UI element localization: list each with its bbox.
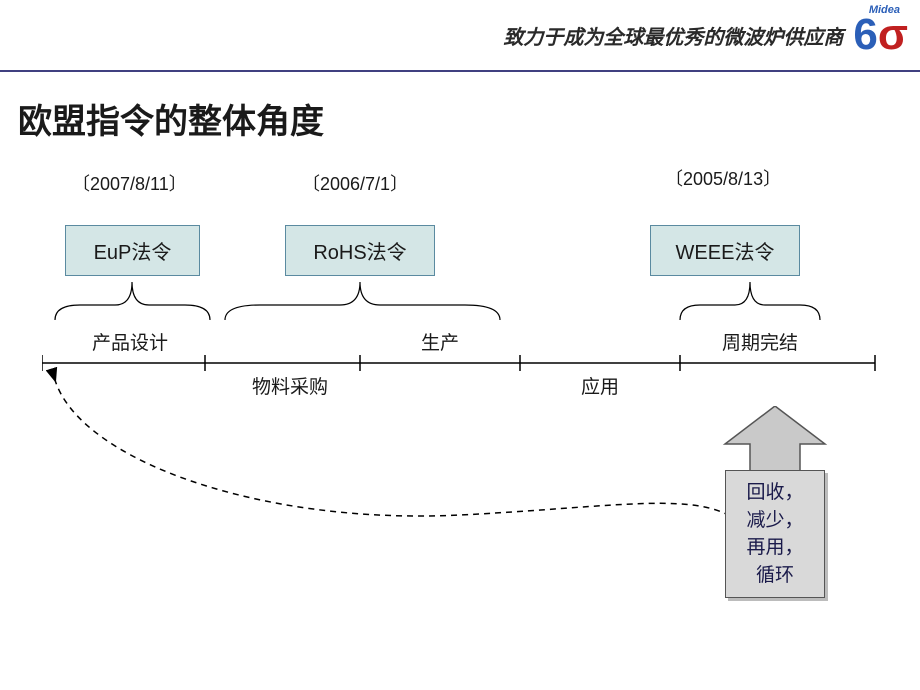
braces-svg	[0, 170, 920, 340]
slide-header: 致力于成为全球最优秀的微波炉供应商 6 σ Midea	[0, 0, 920, 72]
logo-midea: Midea	[869, 4, 900, 16]
slide-title: 欧盟指令的整体角度	[18, 94, 920, 143]
recycle-line-2: 减少，	[732, 507, 818, 535]
recycle-line-4: 循环	[732, 562, 818, 590]
stage-production: 生产	[400, 328, 480, 355]
logo-6sigma: 6 σ	[853, 13, 908, 57]
stage-product-design: 产品设计	[70, 328, 190, 355]
logo-sigma: σ	[878, 13, 908, 57]
recycle-arrow-icon	[715, 406, 835, 476]
header-tagline: 致力于成为全球最优秀的微波炉供应商	[503, 21, 843, 50]
stage-end-of-life: 周期完结	[700, 328, 820, 355]
logo-six: 6	[853, 13, 877, 57]
diagram-area: 〔2007/8/11〕 EuP法令 〔2006/7/1〕 RoHS法令 〔200…	[0, 170, 920, 640]
recycle-box: 回收， 减少， 再用， 循环	[725, 470, 825, 598]
recycle-line-3: 再用，	[732, 534, 818, 562]
recycle-line-1: 回收，	[732, 479, 818, 507]
